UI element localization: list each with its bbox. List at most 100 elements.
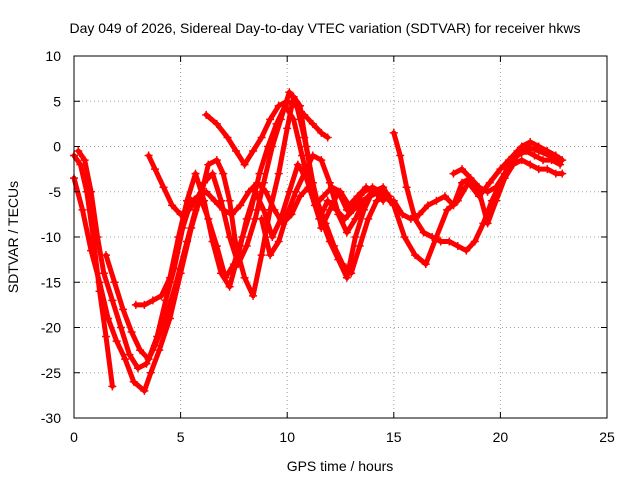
data-point-marker: [232, 147, 241, 156]
data-point-marker: [483, 219, 492, 228]
data-point-marker: [144, 355, 153, 364]
data-point-marker: [342, 228, 351, 237]
data-point-marker: [87, 246, 96, 255]
y-tick-label: -5: [49, 184, 62, 200]
data-point-marker: [136, 346, 145, 355]
data-point-marker: [353, 192, 362, 201]
data-point-marker: [104, 314, 113, 323]
data-point-marker: [272, 119, 281, 128]
data-point-marker: [325, 178, 334, 187]
data-point-marker: [283, 124, 292, 133]
data-point-marker: [398, 210, 407, 219]
data-point-marker: [182, 196, 191, 205]
data-point-marker: [174, 233, 183, 241]
data-point-marker: [244, 187, 253, 196]
data-point-marker: [355, 242, 364, 251]
data-point-marker: [270, 205, 279, 214]
data-point-marker: [475, 187, 484, 196]
data-point-marker: [421, 260, 430, 269]
data-point-marker: [266, 115, 275, 124]
data-point-marker: [129, 377, 138, 386]
data-point-marker: [458, 165, 467, 174]
data-point-marker: [168, 201, 177, 210]
data-point-marker: [336, 187, 345, 196]
grid-lines: [74, 56, 607, 418]
data-point-marker: [249, 147, 258, 156]
data-point-marker: [116, 323, 125, 332]
data-point-marker: [509, 160, 518, 169]
data-point-marker: [101, 251, 110, 260]
data-point-marker: [119, 305, 128, 314]
data-point-marker: [242, 242, 251, 251]
data-point-marker: [543, 165, 552, 174]
data-point-marker: [368, 187, 377, 196]
data-point-marker: [543, 147, 552, 156]
chart-title: Day 049 of 2026, Sidereal Day-to-day VTE…: [70, 20, 581, 36]
data-point-marker: [208, 169, 217, 178]
axis-ticks: 0 5 10 15 20 25 10 5 0 -5 -10 -15 -20 -25 -30: [41, 48, 615, 445]
data-point-marker: [449, 169, 458, 178]
data-point-marker: [227, 210, 236, 219]
data-point-marker: [165, 273, 174, 282]
data-point-marker: [161, 296, 170, 305]
data-point-marker: [236, 201, 245, 210]
data-point-marker: [225, 233, 234, 241]
data-point-marker: [547, 156, 556, 165]
data-point-marker: [80, 156, 89, 165]
data-point-marker: [223, 133, 232, 142]
data-point-marker: [176, 210, 185, 219]
data-point-marker: [526, 137, 535, 146]
data-point-marker: [364, 214, 373, 223]
data-point-marker: [539, 156, 548, 165]
data-point-marker: [534, 142, 543, 151]
data-point-marker: [379, 183, 388, 192]
data-point-marker: [112, 337, 121, 346]
data-point-marker: [530, 151, 539, 160]
data-point-marker: [264, 142, 273, 151]
x-tick-label: 20: [493, 429, 509, 445]
data-point-marker: [151, 165, 160, 174]
data-point-marker: [534, 165, 543, 174]
data-series: [70, 88, 567, 395]
data-point-marker: [255, 169, 264, 178]
data-point-marker: [319, 192, 328, 201]
data-point-marker: [144, 151, 153, 160]
data-point-marker: [182, 237, 191, 246]
data-point-marker: [266, 251, 275, 260]
y-tick-label: -15: [41, 274, 61, 290]
data-point-marker: [347, 269, 356, 278]
data-point-marker: [411, 251, 420, 260]
data-point-marker: [419, 228, 428, 237]
data-point-marker: [253, 178, 262, 187]
data-point-marker: [377, 187, 386, 196]
x-tick-label: 10: [279, 429, 295, 445]
data-point-marker: [274, 237, 283, 246]
data-point-marker: [74, 147, 83, 156]
data-point-marker: [101, 332, 110, 341]
data-point-marker: [95, 278, 104, 287]
data-point-marker: [449, 201, 458, 210]
data-point-marker: [317, 128, 326, 137]
data-point-marker: [200, 178, 209, 187]
data-point-marker: [274, 169, 283, 178]
data-point-marker: [212, 156, 221, 165]
x-tick-label: 15: [386, 429, 402, 445]
data-point-marker: [219, 169, 228, 178]
data-point-marker: [558, 169, 567, 178]
data-point-marker: [428, 233, 437, 241]
data-point-marker: [521, 147, 530, 156]
data-point-marker: [87, 187, 96, 196]
data-point-marker: [225, 196, 234, 205]
data-point-marker: [140, 386, 149, 395]
data-series-group: [131, 160, 388, 309]
data-series-group: [257, 151, 394, 260]
y-axis-label: SDTVAR / TECUs: [5, 181, 21, 293]
data-point-marker: [345, 201, 354, 210]
data-point-marker: [140, 300, 149, 309]
y-tick-label: -10: [41, 229, 61, 245]
data-point-marker: [317, 223, 326, 232]
series-trace: [133, 162, 386, 308]
y-tick-label: -20: [41, 320, 61, 336]
data-point-marker: [440, 192, 449, 201]
data-point-marker: [304, 183, 313, 192]
